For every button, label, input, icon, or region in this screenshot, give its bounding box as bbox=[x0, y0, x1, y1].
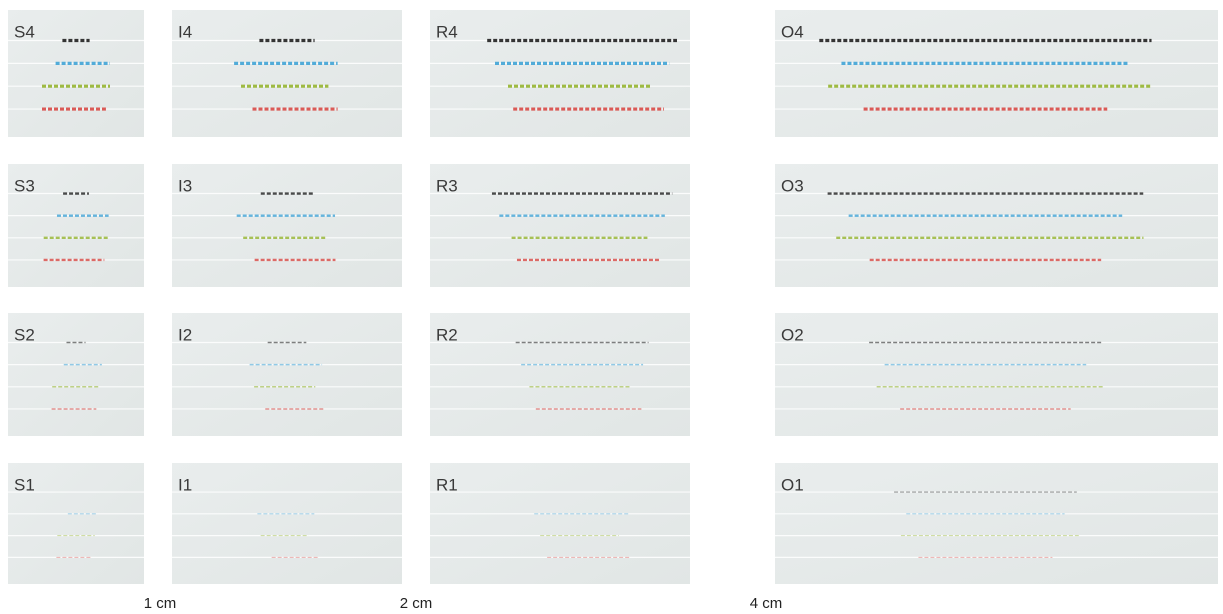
panel-background bbox=[430, 10, 690, 137]
panel-background bbox=[8, 10, 144, 137]
sample-panel: O1 bbox=[775, 463, 1218, 584]
panel-background bbox=[172, 313, 402, 436]
panel-label: R2 bbox=[436, 325, 458, 344]
panel-label: R1 bbox=[436, 475, 458, 494]
panel-background bbox=[8, 463, 144, 584]
panel-background bbox=[430, 463, 690, 584]
panel-label: I1 bbox=[178, 475, 192, 494]
scale-label: 4 cm bbox=[750, 595, 783, 612]
sample-panel: O3 bbox=[775, 164, 1218, 287]
sample-panel: R2 bbox=[430, 313, 690, 436]
panel-label: S4 bbox=[14, 22, 35, 41]
sample-panel: S2 bbox=[8, 313, 144, 436]
sample-panel: R4 bbox=[430, 10, 690, 137]
panel-background bbox=[775, 313, 1218, 436]
panel-background bbox=[775, 463, 1218, 584]
panel-background bbox=[430, 313, 690, 436]
panel-background bbox=[172, 164, 402, 287]
panel-background bbox=[775, 164, 1218, 287]
panel-label: I2 bbox=[178, 325, 192, 344]
panel-label: O4 bbox=[781, 22, 804, 41]
sample-panel: R1 bbox=[430, 463, 690, 584]
scale-label: 1 cm bbox=[144, 595, 177, 612]
panel-label: R4 bbox=[436, 22, 458, 41]
panel-label: R3 bbox=[436, 176, 458, 195]
panel-label: S3 bbox=[14, 176, 35, 195]
sample-panel: I1 bbox=[172, 463, 402, 584]
panel-label: S2 bbox=[14, 325, 35, 344]
panel-background bbox=[172, 10, 402, 137]
sample-panel: R3 bbox=[430, 164, 690, 287]
panel-label: O1 bbox=[781, 475, 804, 494]
panel-label: S1 bbox=[14, 475, 35, 494]
panel-background bbox=[172, 463, 402, 584]
sample-panel: O4 bbox=[775, 10, 1218, 137]
sample-panel: O2 bbox=[775, 313, 1218, 436]
panel-label: I4 bbox=[178, 22, 192, 41]
panel-background bbox=[430, 164, 690, 287]
sample-panel: I2 bbox=[172, 313, 402, 436]
panel-label: O3 bbox=[781, 176, 804, 195]
panel-background bbox=[8, 164, 144, 287]
sample-panel: S1 bbox=[8, 463, 144, 584]
panel-background bbox=[775, 10, 1218, 137]
sample-panel: S3 bbox=[8, 164, 144, 287]
sample-panel: I3 bbox=[172, 164, 402, 287]
sample-panel: S4 bbox=[8, 10, 144, 137]
sample-panel: I4 bbox=[172, 10, 402, 137]
panel-label: O2 bbox=[781, 325, 804, 344]
panel-label: I3 bbox=[178, 176, 192, 195]
panel-background bbox=[8, 313, 144, 436]
scale-label: 2 cm bbox=[400, 595, 433, 612]
